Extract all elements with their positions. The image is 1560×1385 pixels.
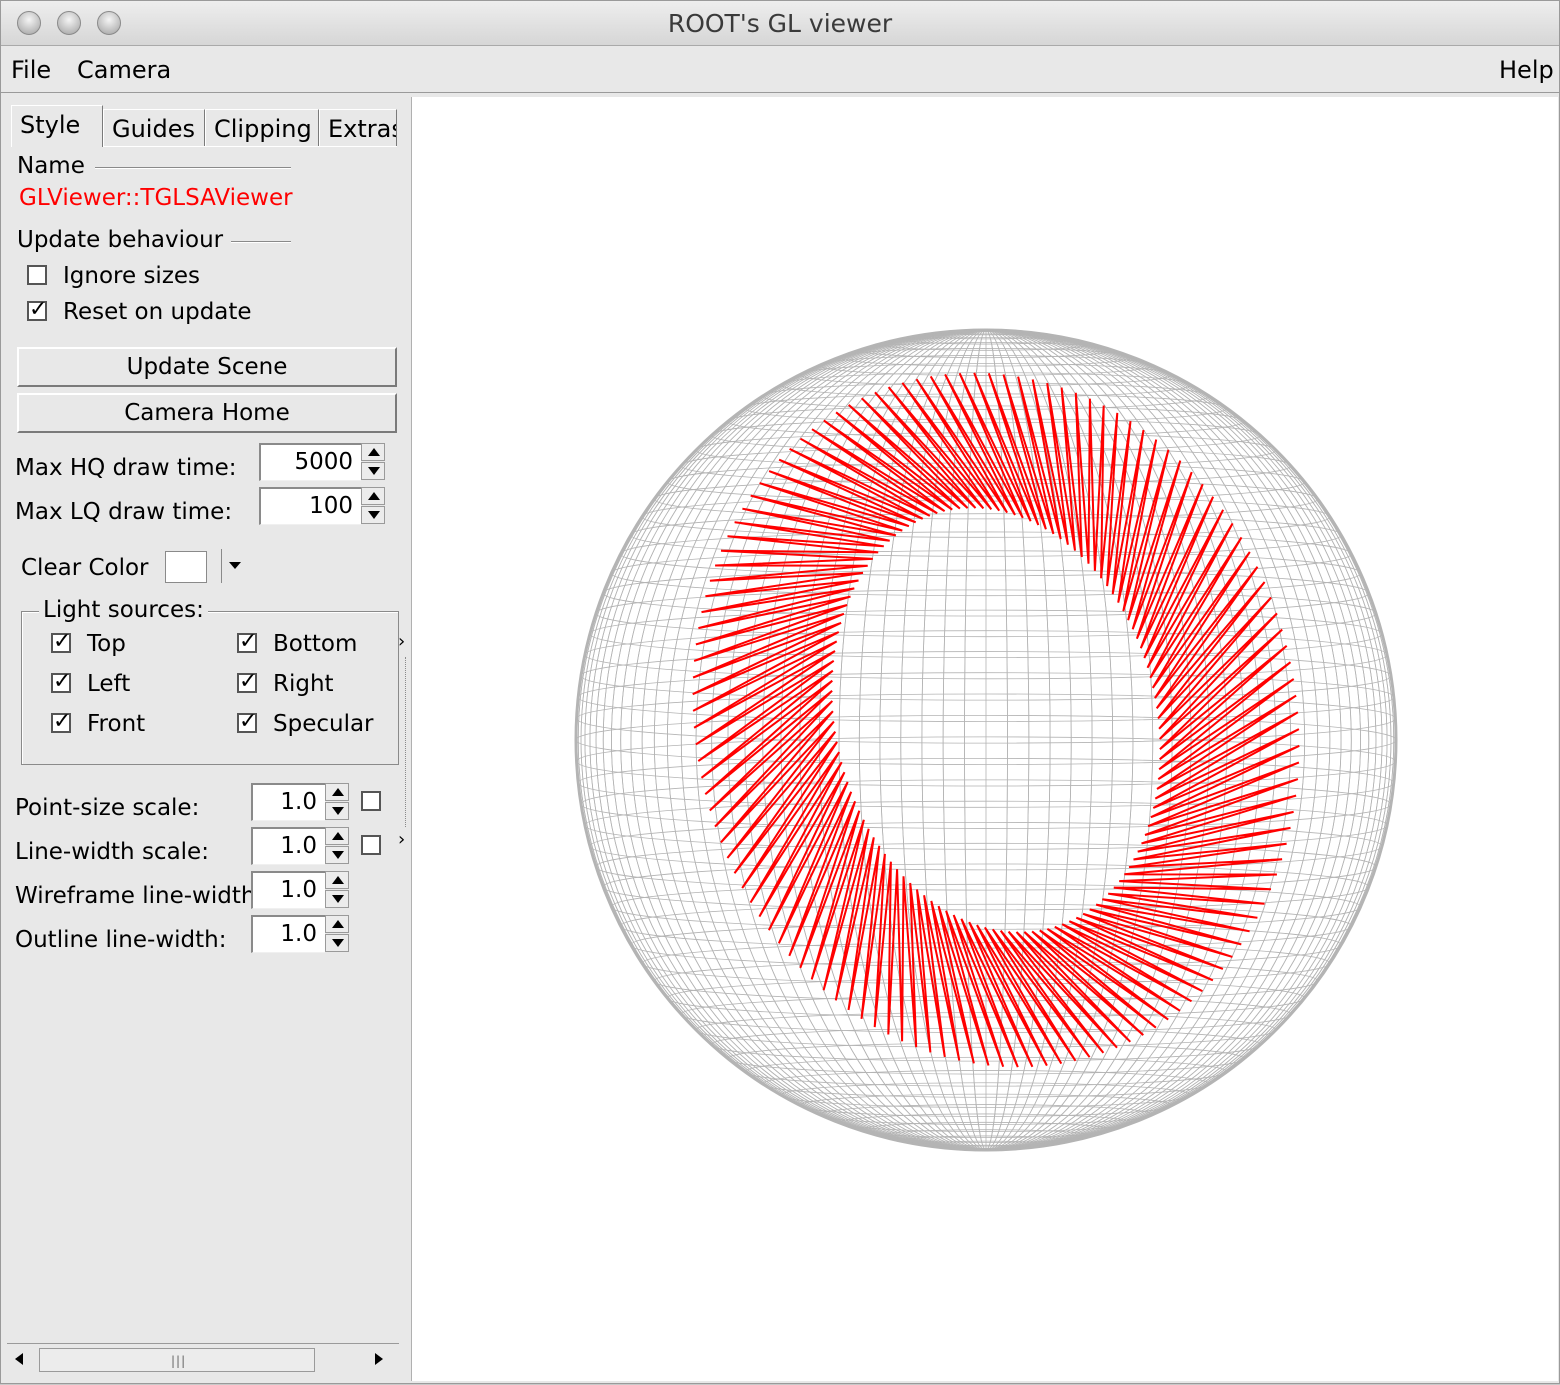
tab-clipping[interactable]: Clipping <box>205 109 319 147</box>
horizontal-scrollbar[interactable]: ||| <box>7 1343 399 1374</box>
clear-color-label: Clear Color <box>21 555 149 581</box>
style-editor-panel: Style Guides Clipping Extras Name GLView… <box>7 97 411 1381</box>
light-front-checkbox[interactable] <box>51 709 71 734</box>
reset-on-update-checkbox[interactable] <box>27 297 47 322</box>
light-left-checkbox[interactable] <box>51 669 71 694</box>
light-left-label: Left <box>87 671 131 697</box>
grip-icon: ||| <box>171 1354 187 1368</box>
ignore-sizes-checkbox[interactable] <box>27 265 47 285</box>
line-width-scale-checkbox[interactable] <box>361 835 381 855</box>
reset-on-update-label: Reset on update <box>63 299 252 325</box>
zoom-window-button[interactable] <box>97 11 121 35</box>
max-lq-label: Max LQ draw time: <box>15 499 233 525</box>
gl-viewport[interactable] <box>411 97 1558 1381</box>
ignore-sizes-label: Ignore sizes <box>63 263 201 289</box>
wireframe-line-width-label: Wireframe line-width <box>15 883 256 909</box>
camera-home-button[interactable]: Camera Home <box>17 393 397 433</box>
light-sources-label: Light sources: <box>39 597 208 623</box>
line-width-scale-input[interactable]: 1.0 <box>251 827 325 865</box>
outline-line-width-stepper[interactable] <box>325 915 349 953</box>
chevron-right-icon[interactable]: › <box>398 631 406 652</box>
decrement-icon[interactable] <box>361 506 385 524</box>
point-size-scale-label: Point-size scale: <box>15 795 200 821</box>
minimize-window-button[interactable] <box>57 11 81 35</box>
title-bar: ROOT's GL viewer <box>1 1 1559 46</box>
outline-line-width-label: Outline line-width: <box>15 927 227 953</box>
close-window-button[interactable] <box>17 11 41 35</box>
decrement-icon[interactable] <box>325 934 349 952</box>
separator <box>231 241 291 243</box>
light-specular-checkbox[interactable] <box>237 709 257 734</box>
increment-icon[interactable] <box>361 443 385 461</box>
decrement-icon[interactable] <box>325 802 349 820</box>
light-bottom-label: Bottom <box>273 631 358 657</box>
point-size-scale-input[interactable]: 1.0 <box>251 783 325 821</box>
name-label: Name <box>17 153 85 179</box>
light-right-label: Right <box>273 671 334 697</box>
max-lq-stepper[interactable] <box>361 487 385 525</box>
increment-icon[interactable] <box>361 487 385 505</box>
update-scene-button[interactable]: Update Scene <box>17 347 397 387</box>
wireframe-sphere <box>574 328 1398 1152</box>
max-hq-stepper[interactable] <box>361 443 385 481</box>
light-top-label: Top <box>87 631 126 657</box>
max-hq-input[interactable]: 5000 <box>259 443 361 481</box>
gl-scene[interactable] <box>412 97 1558 1381</box>
tab-guides[interactable]: Guides <box>103 109 205 147</box>
light-right-checkbox[interactable] <box>237 669 257 694</box>
light-front-label: Front <box>87 711 146 737</box>
menu-camera[interactable]: Camera <box>77 56 172 84</box>
update-behaviour-label: Update behaviour <box>17 227 224 253</box>
outline-line-width-input[interactable]: 1.0 <box>251 915 325 953</box>
wireframe-line-width-stepper[interactable] <box>325 871 349 909</box>
light-sources-group <box>21 611 399 765</box>
spiral-polyline <box>692 372 1300 1068</box>
menu-help[interactable]: Help <box>1499 56 1554 84</box>
point-size-scale-stepper[interactable] <box>325 783 349 821</box>
increment-icon[interactable] <box>325 915 349 933</box>
increment-icon[interactable] <box>325 871 349 889</box>
clear-color-swatch[interactable] <box>165 551 207 583</box>
decrement-icon[interactable] <box>325 890 349 908</box>
decrement-icon[interactable] <box>325 846 349 864</box>
name-value: GLViewer::TGLSAViewer <box>19 185 293 211</box>
line-width-scale-stepper[interactable] <box>325 827 349 865</box>
max-lq-input[interactable]: 100 <box>259 487 361 525</box>
chevron-down-icon[interactable] <box>229 562 241 569</box>
light-specular-label: Specular <box>273 711 374 737</box>
chevron-right-icon[interactable]: › <box>398 829 406 850</box>
light-top-checkbox[interactable] <box>51 629 71 654</box>
scrollbar-thumb[interactable]: ||| <box>39 1348 315 1372</box>
window-title: ROOT's GL viewer <box>667 9 893 38</box>
increment-icon[interactable] <box>325 783 349 801</box>
menu-bar: File Camera Help <box>1 46 1559 93</box>
triangle-left-icon[interactable] <box>15 1353 23 1365</box>
wireframe-line-width-input[interactable]: 1.0 <box>251 871 325 909</box>
point-size-scale-checkbox[interactable] <box>361 791 381 811</box>
tab-extras[interactable]: Extras <box>319 109 397 147</box>
menu-file[interactable]: File <box>11 56 52 84</box>
increment-icon[interactable] <box>325 827 349 845</box>
max-hq-label: Max HQ draw time: <box>15 455 237 481</box>
triangle-right-icon[interactable] <box>375 1353 383 1365</box>
light-bottom-checkbox[interactable] <box>237 629 257 654</box>
separator <box>95 167 291 169</box>
decrement-icon[interactable] <box>361 462 385 480</box>
tab-style[interactable]: Style <box>11 105 103 147</box>
line-width-scale-label: Line-width scale: <box>15 839 209 865</box>
